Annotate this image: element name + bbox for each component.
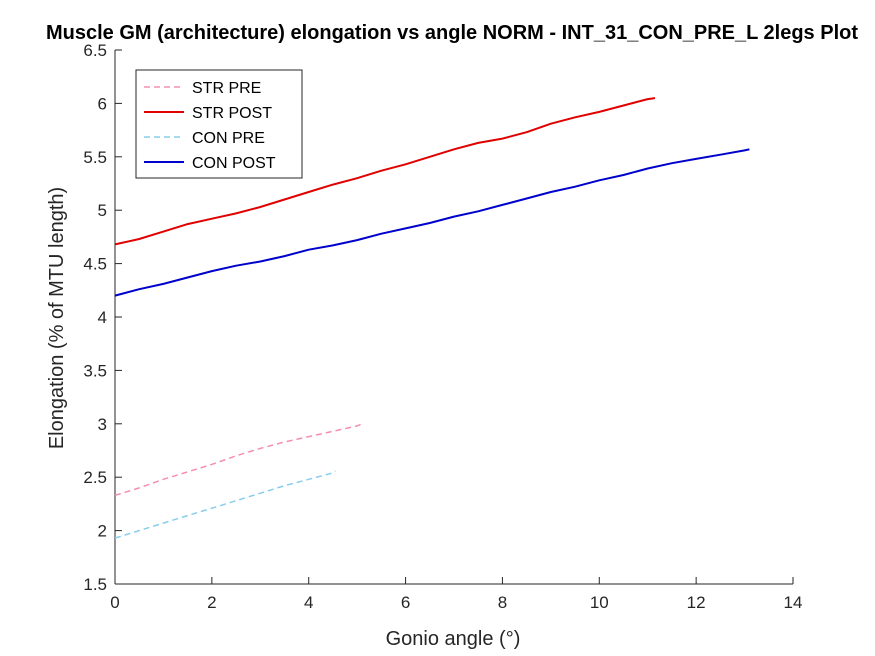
y-tick-label: 2.5 [83,468,107,487]
x-tick-label: 10 [590,593,609,612]
legend-label: CON POST [192,155,276,172]
y-tick-label: 5.5 [83,148,107,167]
series-layer [114,97,750,539]
plot-axes: 0 2 4 6 8 10 12 14 1.5 2 2.5 3 3.5 4 4.5 5 5.5 6 6.5 [83,41,802,612]
series-line-con-post [114,148,750,297]
y-tick-label: 2 [98,522,107,541]
legend-label: STR POST [192,105,272,122]
series-line-con-pre [114,470,336,539]
x-tick-label: 0 [110,593,119,612]
x-tick-label: 4 [304,593,313,612]
y-axis-label: Elongation (% of MTU length) [46,187,68,449]
x-tick-label: 6 [401,593,410,612]
y-tick-label: 6.5 [83,41,107,60]
y-tick-label: 3 [98,415,107,434]
y-tick-label: 4.5 [83,255,107,274]
x-tick-label: 14 [784,593,803,612]
chart-title: Muscle GM (architecture) elongation vs a… [46,22,858,44]
y-tick-label: 4 [98,308,107,327]
x-tick-label: 2 [207,593,216,612]
x-tick-label: 12 [687,593,706,612]
x-tick-label: 8 [498,593,507,612]
y-tick-label: 3.5 [83,361,107,380]
y-tick-label: 6 [98,94,107,113]
y-tick-label: 1.5 [83,575,107,594]
legend: STR PRE STR POST CON PRE CON POST [135,69,303,179]
series-line-str-post [114,97,656,246]
y-tick-label: 5 [98,201,107,220]
legend-label: STR PRE [192,80,261,97]
chart-title-group: Muscle GM (architecture) elongation vs a… [46,22,858,44]
series-line-str-pre [114,423,363,497]
legend-label: CON PRE [192,130,265,147]
legend-box [135,69,303,179]
x-axis-label: Gonio angle (°) [386,628,521,650]
